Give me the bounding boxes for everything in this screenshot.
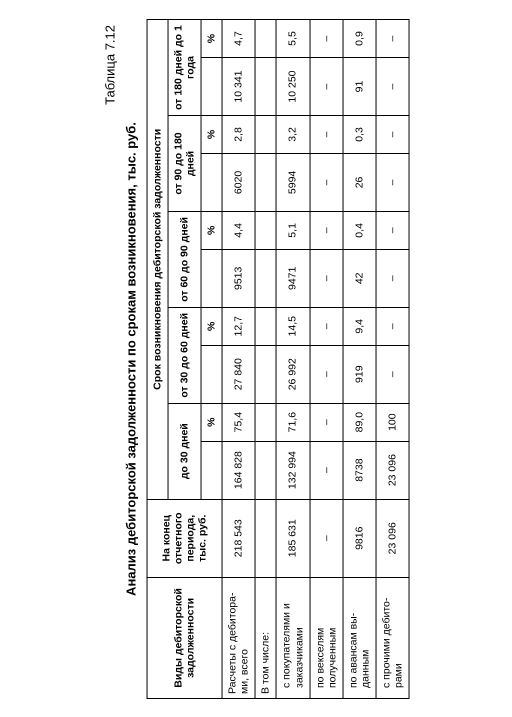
cell-value: –: [376, 249, 409, 307]
cell-value: 23 096: [376, 441, 409, 499]
cell-pct: 9,4: [343, 307, 376, 345]
cell-pct: 14,5: [276, 307, 309, 345]
cell-value: –: [310, 249, 343, 307]
col-header-blank: [201, 441, 222, 499]
cell-value: 91: [343, 57, 376, 115]
table-row: по векселям полученным–––––––––––: [310, 19, 343, 698]
col-header-blank: [201, 153, 222, 211]
table-title: Анализ дебиторской задолженности по срок…: [124, 19, 139, 699]
cell-pct: 4,4: [222, 211, 255, 249]
table-row: с прочими дебито­рами23 09623 096100––––…: [376, 19, 409, 698]
col-header-period: от 60 до 90 дней: [168, 211, 201, 307]
row-label: с прочими дебито­рами: [376, 577, 409, 698]
cell-value: 26 992: [276, 345, 309, 403]
cell-pct: 5,5: [276, 19, 309, 57]
cell-value: 10 341: [222, 57, 255, 115]
cell-pct: 71,6: [276, 403, 309, 441]
col-header-pct: %: [201, 403, 222, 441]
row-total: 23 096: [376, 499, 409, 577]
cell-value: –: [310, 57, 343, 115]
cell-pct: 4,7: [222, 19, 255, 57]
table-row: с покупателями и заказчиками185 631132 9…: [276, 19, 309, 698]
cell-pct: 0,4: [343, 211, 376, 249]
row-label: по векселям полученным: [310, 577, 343, 698]
row-total: –: [310, 499, 343, 577]
cell-value: 132 994: [276, 441, 309, 499]
cell-value: [255, 441, 276, 499]
cell-pct: 75,4: [222, 403, 255, 441]
col-header-period: до 30 дней: [168, 403, 201, 499]
col-header-pct: %: [201, 307, 222, 345]
cell-value: 26: [343, 153, 376, 211]
row-total: 218 543: [222, 499, 255, 577]
cell-pct: [255, 307, 276, 345]
col-header-period: от 180 дней до 1 года: [168, 19, 201, 115]
cell-value: [255, 249, 276, 307]
col-header-blank: [201, 57, 222, 115]
cell-pct: –: [376, 211, 409, 249]
debt-table: Виды дебиторской задолженности На конец …: [147, 19, 410, 699]
col-header-blank: [201, 345, 222, 403]
cell-pct: [255, 211, 276, 249]
row-total: [255, 499, 276, 577]
cell-pct: –: [310, 403, 343, 441]
cell-value: 10 250: [276, 57, 309, 115]
col-header-pct: %: [201, 115, 222, 153]
cell-value: 5994: [276, 153, 309, 211]
cell-value: [255, 153, 276, 211]
table-row: Расчеты с дебитора­ми, всего218 543164 8…: [222, 19, 255, 698]
cell-pct: 0,9: [343, 19, 376, 57]
table-row: по авансам вы­данным9816873889,09199,442…: [343, 19, 376, 698]
cell-pct: 0,3: [343, 115, 376, 153]
cell-pct: –: [376, 307, 409, 345]
cell-pct: –: [310, 19, 343, 57]
row-total: 185 631: [276, 499, 309, 577]
cell-pct: [255, 403, 276, 441]
cell-pct: –: [310, 307, 343, 345]
col-header-group: Срок возникновения дебиторской задолженн…: [147, 19, 168, 499]
cell-pct: 89,0: [343, 403, 376, 441]
cell-value: 9471: [276, 249, 309, 307]
cell-pct: 3,2: [276, 115, 309, 153]
cell-value: –: [376, 153, 409, 211]
cell-value: –: [310, 441, 343, 499]
cell-value: 164 828: [222, 441, 255, 499]
col-header-period: от 90 до 180 дней: [168, 115, 201, 211]
cell-value: 6020: [222, 153, 255, 211]
cell-value: [255, 57, 276, 115]
cell-value: –: [310, 345, 343, 403]
row-label: с покупателями и заказчиками: [276, 577, 309, 698]
cell-value: 27 840: [222, 345, 255, 403]
cell-pct: –: [376, 19, 409, 57]
cell-value: –: [310, 153, 343, 211]
cell-pct: 12,7: [222, 307, 255, 345]
row-label: Расчеты с дебитора­ми, всего: [222, 577, 255, 698]
row-label: по авансам вы­данным: [343, 577, 376, 698]
col-header-type: Виды дебиторской задолженности: [147, 577, 222, 698]
cell-pct: –: [376, 115, 409, 153]
cell-pct: –: [310, 211, 343, 249]
col-header-blank: [201, 249, 222, 307]
cell-value: 8738: [343, 441, 376, 499]
col-header-period: от 30 до 60 дней: [168, 307, 201, 403]
table-label: Таблица 7.12: [103, 25, 118, 699]
cell-value: 919: [343, 345, 376, 403]
col-header-pct: %: [201, 19, 222, 57]
cell-value: –: [376, 57, 409, 115]
cell-pct: 5,1: [276, 211, 309, 249]
row-label: В том числе:: [255, 577, 276, 698]
cell-value: [255, 345, 276, 403]
cell-pct: 100: [376, 403, 409, 441]
col-header-pct: %: [201, 211, 222, 249]
cell-pct: [255, 19, 276, 57]
table-row: В том числе:: [255, 19, 276, 698]
cell-value: 42: [343, 249, 376, 307]
col-header-total: На конец отчетного периода, тыс. руб.: [147, 499, 222, 577]
cell-pct: –: [310, 115, 343, 153]
cell-value: –: [376, 345, 409, 403]
cell-pct: [255, 115, 276, 153]
cell-value: 9513: [222, 249, 255, 307]
row-total: 9816: [343, 499, 376, 577]
cell-pct: 2,8: [222, 115, 255, 153]
